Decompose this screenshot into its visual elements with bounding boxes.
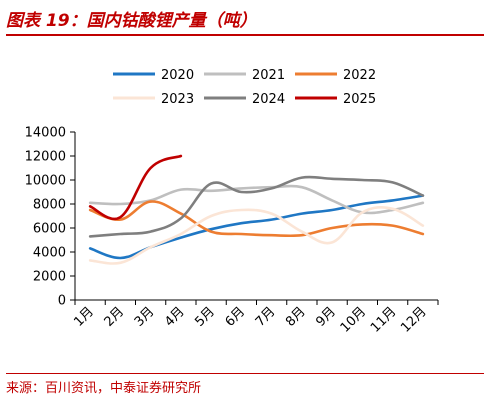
x-tick-label: 5月 — [192, 304, 218, 330]
x-tick-label: 11月 — [368, 304, 399, 335]
series-lines — [88, 154, 425, 265]
y-tick-label: 6000 — [33, 222, 66, 237]
x-tick-label: 10月 — [338, 304, 369, 335]
x-tick-label: 4月 — [162, 304, 188, 330]
legend-label-2021: 2021 — [252, 68, 285, 83]
line-chart: 2020 2021 2022 2023 2024 2025 0 2000 4000 6000 80… — [25, 68, 439, 336]
legend-label-2022: 2022 — [343, 68, 376, 83]
source-divider — [6, 373, 484, 374]
y-tick-label: 14000 — [25, 126, 66, 141]
legend-label-2025: 2025 — [343, 92, 376, 107]
x-tick-label: 9月 — [313, 304, 339, 330]
series-line-2022 — [88, 200, 425, 238]
x-tick-label: 1月 — [71, 304, 97, 330]
chart-legend: 2020 2021 2022 2023 2024 2025 — [113, 68, 376, 107]
y-tick-label: 12000 — [25, 150, 66, 165]
y-tick-label: 10000 — [25, 174, 66, 189]
legend-label-2024: 2024 — [252, 92, 285, 107]
x-tick-label: 8月 — [283, 304, 309, 330]
title-divider — [6, 34, 484, 36]
chart-title: 图表 19：国内钴酸锂产量（吨） — [6, 11, 257, 31]
legend-label-2020: 2020 — [161, 68, 194, 83]
series-line-2025 — [88, 154, 183, 221]
x-tick-label: 2月 — [102, 304, 128, 330]
y-tick-label: 2000 — [33, 270, 66, 285]
series-line-2023 — [88, 206, 425, 265]
legend-label-2023: 2023 — [161, 92, 194, 107]
y-tick-label: 4000 — [33, 246, 66, 261]
y-tick-label: 8000 — [33, 198, 66, 213]
series-line-2024 — [88, 175, 425, 238]
source-note: 来源：百川资讯，中泰证券研究所 — [6, 381, 202, 396]
y-tick-label: 0 — [58, 294, 66, 309]
x-tick-label: 7月 — [253, 304, 279, 330]
x-tick-label: 6月 — [223, 304, 249, 330]
x-tick-label: 12月 — [398, 304, 429, 335]
y-axis: 0 2000 4000 6000 8000 10000 12000 14000 — [25, 126, 76, 309]
x-tick-label: 3月 — [132, 304, 158, 330]
series-line-2020 — [88, 194, 425, 260]
